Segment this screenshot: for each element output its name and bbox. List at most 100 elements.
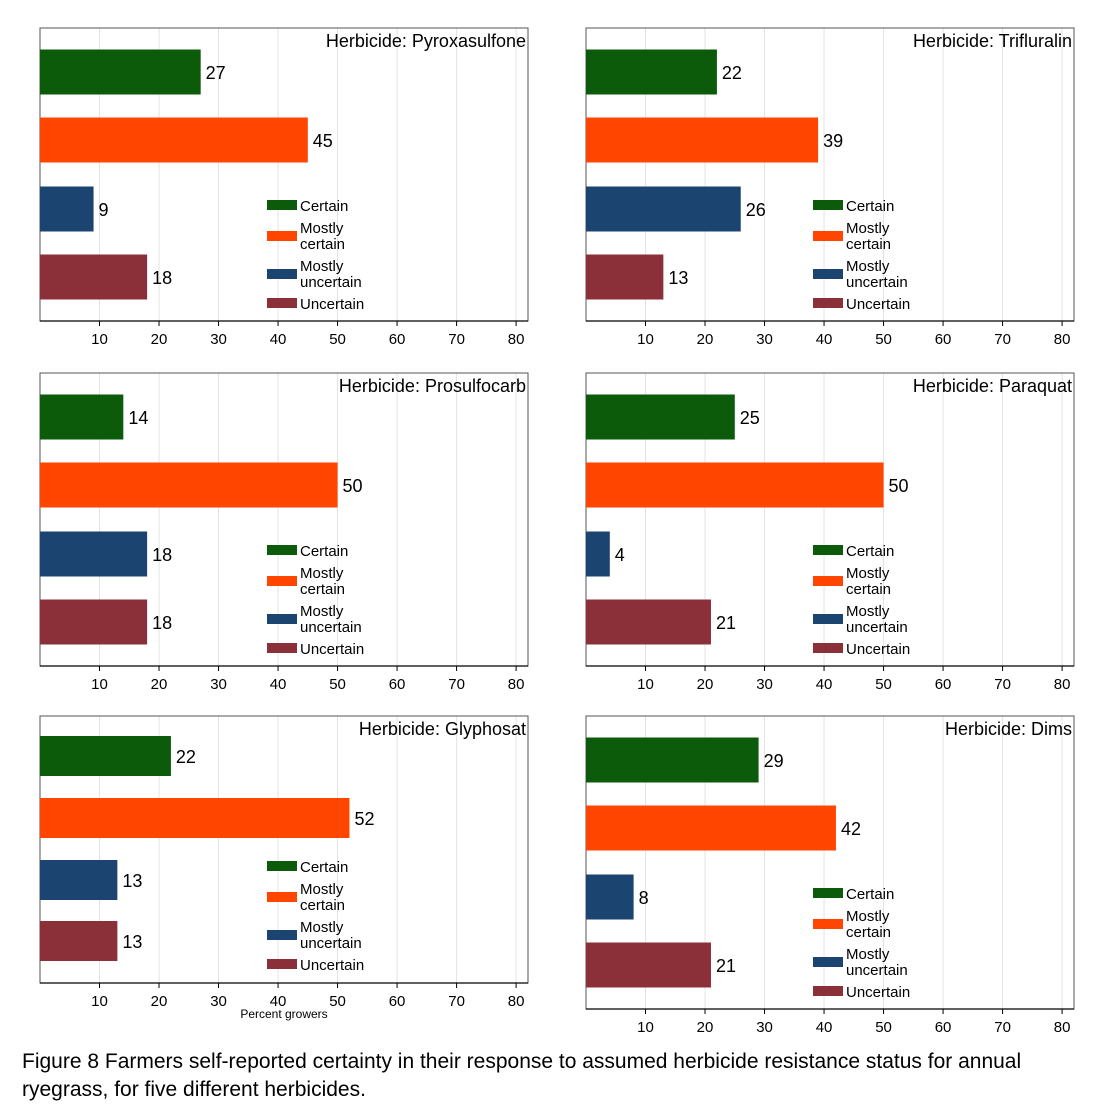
legend-swatch: [813, 643, 843, 653]
bar-uncertain: [586, 942, 711, 988]
x-tick-label: 80: [508, 331, 525, 348]
bar-mostly-certain: [586, 805, 836, 851]
bar-value-label: 21: [716, 956, 736, 976]
bar-uncertain: [40, 921, 118, 961]
bar-value-label: 27: [206, 63, 226, 83]
x-tick-label: 30: [756, 331, 773, 348]
x-tick-label: 80: [508, 676, 525, 693]
x-tick-label: 60: [935, 331, 952, 348]
x-tick-label: 10: [91, 331, 108, 348]
chart-title: Herbicide: Paraquat: [913, 376, 1072, 396]
legend-label: Certain: [300, 859, 348, 876]
legend-label: Mostly: [846, 946, 890, 963]
legend-label: certain: [300, 897, 345, 914]
legend-label: uncertain: [300, 619, 362, 636]
bar-certain: [40, 394, 124, 440]
bar-value-label: 13: [668, 268, 688, 288]
legend-label: Uncertain: [300, 957, 364, 974]
legend-label: Mostly: [300, 603, 344, 620]
bar-mostly-uncertain: [40, 860, 118, 900]
legend-label: certain: [846, 924, 891, 941]
legend-label: Certain: [846, 886, 894, 903]
bar-uncertain: [40, 254, 148, 300]
x-tick-label: 80: [1054, 676, 1071, 693]
legend-label: Certain: [300, 198, 348, 215]
x-tick-label: 30: [210, 993, 227, 1010]
x-tick-label: 30: [756, 676, 773, 693]
legend-swatch: [813, 986, 843, 996]
legend-label: Mostly: [300, 220, 344, 237]
bar-value-label: 50: [343, 476, 363, 496]
bar-mostly-certain: [586, 117, 819, 163]
bar-value-label: 42: [841, 819, 861, 839]
legend-swatch: [267, 930, 297, 940]
legend-label: uncertain: [846, 962, 908, 979]
bar-value-label: 26: [746, 200, 766, 220]
bar-certain: [40, 736, 171, 776]
bar-mostly-uncertain: [586, 531, 610, 577]
legend-swatch: [267, 959, 297, 969]
bar-mostly-certain: [40, 462, 338, 508]
legend-swatch: [813, 576, 843, 586]
chart-title: Herbicide: Pyroxasulfone: [326, 31, 526, 51]
legend-label: certain: [846, 581, 891, 598]
bar-value-label: 18: [152, 613, 172, 633]
bar-value-label: 21: [716, 613, 736, 633]
legend: CertainMostlycertainMostlyuncertainUncer…: [267, 859, 364, 974]
x-tick-label: 70: [448, 331, 465, 348]
legend: CertainMostlycertainMostlyuncertainUncer…: [813, 543, 910, 658]
x-tick-label: 40: [816, 1019, 833, 1036]
chart-panel-5: 10 20 30 40 50 60 70 80 Herbicide: Glyphosat 22 52…: [39, 715, 529, 1010]
legend-label: Mostly: [846, 908, 890, 925]
x-tick-label: 70: [994, 1019, 1011, 1036]
legend-label: Uncertain: [846, 641, 910, 658]
legend: CertainMostlycertainMostlyuncertainUncer…: [813, 886, 910, 1001]
figure-caption: Figure 8 Farmers self-reported certainty…: [22, 1050, 1022, 1101]
legend-swatch: [267, 892, 297, 902]
legend-swatch: [267, 231, 297, 241]
x-tick-label: 40: [816, 676, 833, 693]
chart-panel-3: 10 20 30 40 50 60 70 80 Herbicide: Prosulfocarb 1…: [39, 372, 529, 693]
x-tick-label: 10: [637, 1019, 654, 1036]
bar-mostly-certain: [40, 117, 308, 163]
bar-certain: [40, 49, 201, 95]
x-tick-label: 50: [329, 676, 346, 693]
x-tick-label: 20: [151, 331, 168, 348]
bar-mostly-uncertain: [586, 186, 741, 232]
bar-value-label: 18: [152, 545, 172, 565]
x-tick-label: 10: [91, 993, 108, 1010]
bar-value-label: 18: [152, 268, 172, 288]
legend-label: Uncertain: [300, 641, 364, 658]
legend-label: Mostly: [300, 258, 344, 275]
legend-label: Uncertain: [846, 296, 910, 313]
x-tick-label: 60: [389, 331, 406, 348]
legend-swatch: [267, 861, 297, 871]
bar-value-label: 45: [313, 131, 333, 151]
bar-value-label: 14: [128, 408, 148, 428]
legend-swatch: [813, 919, 843, 929]
x-tick-label: 70: [994, 676, 1011, 693]
legend-label: Mostly: [846, 258, 890, 275]
legend-label: Certain: [846, 198, 894, 215]
legend-label: Certain: [300, 543, 348, 560]
x-tick-label: 20: [151, 993, 168, 1010]
chart-title: Herbicide: Glyphosat: [359, 719, 526, 739]
legend-swatch: [267, 643, 297, 653]
bar-mostly-certain: [586, 462, 884, 508]
chart-panel-2: 10 20 30 40 50 60 70 80 Herbicide: Trifluralin 22…: [585, 27, 1075, 348]
legend: CertainMostlycertainMostlyuncertainUncer…: [813, 198, 910, 313]
bar-mostly-uncertain: [40, 531, 148, 577]
legend-label: uncertain: [846, 274, 908, 291]
x-tick-label: 40: [270, 993, 287, 1010]
legend-swatch: [813, 298, 843, 308]
legend-swatch: [267, 269, 297, 279]
x-tick-label: 50: [875, 331, 892, 348]
legend-label: Mostly: [300, 565, 344, 582]
legend-label: certain: [300, 581, 345, 598]
legend-swatch: [813, 957, 843, 967]
x-tick-label: 40: [270, 676, 287, 693]
legend-label: Mostly: [846, 565, 890, 582]
x-tick-label: 70: [448, 676, 465, 693]
legend-swatch: [267, 545, 297, 555]
